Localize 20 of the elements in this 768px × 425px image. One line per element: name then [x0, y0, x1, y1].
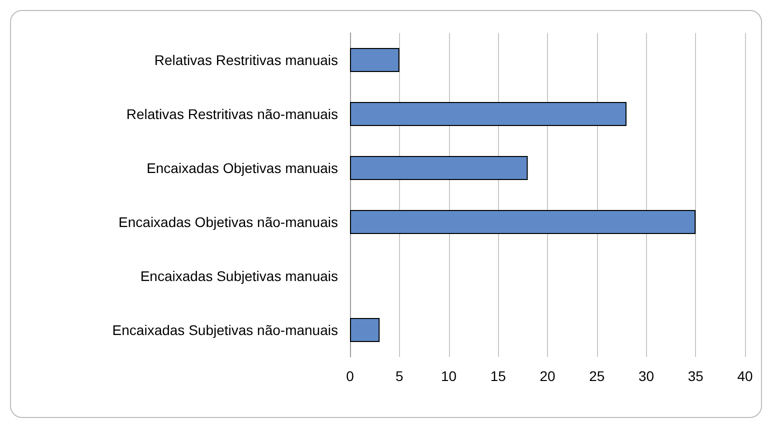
x-tick-label: 20 [540, 368, 556, 384]
bar [350, 102, 626, 126]
bar [350, 156, 528, 180]
y-tick-label: Encaixadas Objetivas não-manuais [118, 214, 338, 230]
y-tick-label: Relativas Restritivas não-manuais [126, 106, 338, 122]
x-tick-label: 35 [688, 368, 704, 384]
x-tick-label: 15 [490, 368, 506, 384]
x-tick-label: 40 [737, 368, 753, 384]
bar [350, 318, 380, 342]
y-tick-label: Encaixadas Subjetivas não-manuais [112, 322, 338, 338]
y-tick-label: Encaixadas Objetivas manuais [146, 160, 338, 176]
x-tick-label: 10 [440, 368, 457, 384]
y-tick-label: Relativas Restritivas manuais [154, 52, 338, 68]
x-tick-label: 0 [346, 368, 354, 384]
x-tick-label: 5 [395, 368, 404, 384]
y-tick-label: Encaixadas Subjetivas manuais [140, 268, 338, 284]
bar [350, 210, 696, 234]
x-tick-label: 25 [589, 368, 605, 384]
x-tick-label: 30 [638, 368, 654, 384]
bar [350, 48, 400, 72]
